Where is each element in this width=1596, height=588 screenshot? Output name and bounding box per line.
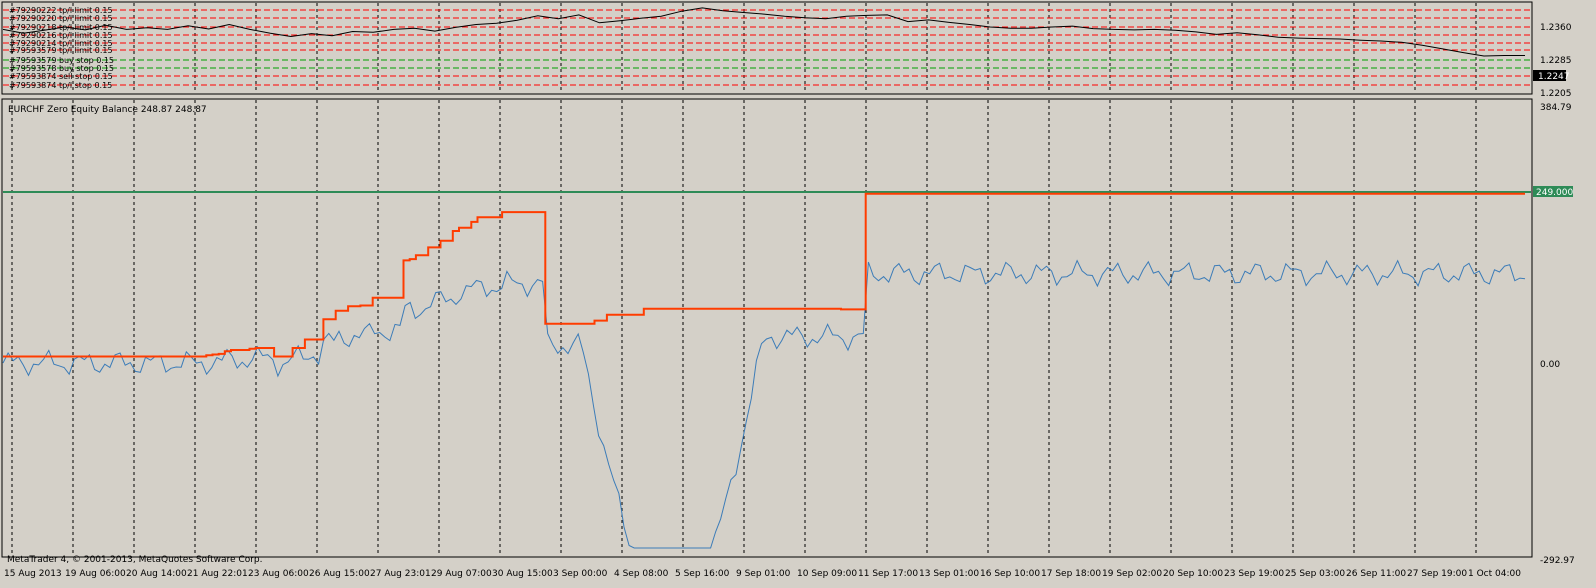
time-axis-label: 20 Sep 10:00 (1163, 569, 1223, 579)
order-labels: #79290222 tp/l limit 0.15#79290220 tp/l … (9, 6, 114, 90)
order-label: #79290218 tp/l limit 0.15 (9, 23, 113, 32)
time-axis-label: 26 Aug 15:00 (309, 569, 370, 579)
indicator-axis: 384.79 0.00 -292.97 249.000 (1533, 103, 1575, 566)
current-price-label: 1.2247 (1538, 72, 1570, 82)
time-axis-label: 20 Aug 14:00 (126, 569, 187, 579)
time-separators-bottom (11, 100, 1477, 556)
time-axis-label: 29 Aug 07:00 (431, 569, 492, 579)
order-label: #79593579 buy stop 0.15 (9, 56, 114, 65)
order-label: #79290220 tp/l limit 0.15 (9, 14, 113, 23)
time-axis-label: 15 Aug 2013 (4, 569, 62, 579)
time-axis-label: 19 Aug 06:00 (65, 569, 126, 579)
price-axis-tick: 1.2285 (1540, 56, 1572, 66)
time-axis-label: 26 Sep 11:00 (1346, 569, 1406, 579)
order-label: #79593579 tp/l limit 0.15 (9, 46, 113, 55)
price-axis-tick: 1.2360 (1540, 23, 1572, 33)
time-axis-label: 10 Sep 09:00 (797, 569, 857, 579)
order-label: #79290216 tp/l limit 0.15 (9, 31, 113, 40)
indicator-panel-frame (1, 98, 1533, 558)
copyright-text: MetaTrader 4, © 2001-2013, MetaQuotes So… (7, 555, 263, 565)
time-axis-label: 30 Aug 15:00 (492, 569, 553, 579)
time-axis-label: 25 Sep 03:00 (1285, 569, 1345, 579)
equity-series-line (2, 259, 1526, 549)
time-axis-label: 21 Aug 22:01 (187, 569, 248, 579)
price-panel-frame (1, 1, 1533, 95)
time-axis-label: 23 Aug 06:00 (248, 569, 309, 579)
price-panel: #79290222 tp/l limit 0.15#79290220 tp/l … (1, 1, 1572, 99)
time-axis-label: 27 Sep 19:00 (1407, 569, 1467, 579)
time-axis-label: 5 Sep 16:00 (675, 569, 730, 579)
level-tag (1533, 186, 1573, 197)
time-axis: 15 Aug 2013 19 Aug 06:00 20 Aug 14:00 21 Au… (4, 569, 1521, 579)
order-label: #79593578 buy stop 0.15 (9, 64, 114, 73)
time-axis-label: 19 Sep 02:00 (1102, 569, 1162, 579)
current-price-tag (1533, 70, 1566, 81)
time-axis-label: 4 Sep 08:00 (614, 569, 669, 579)
time-axis-label: 11 Sep 17:00 (858, 569, 918, 579)
time-axis-label: 16 Sep 10:00 (980, 569, 1040, 579)
time-axis-label: 3 Sep 00:00 (553, 569, 608, 579)
indicator-axis-zero: 0.00 (1540, 360, 1560, 370)
order-lines (3, 9, 1531, 86)
order-label: #79593874 sell stop 0.15 (9, 72, 113, 81)
price-axis: 1.2360 1.2285 1.2205 1.2247 (1533, 23, 1572, 99)
order-label: #79290222 tp/l limit 0.15 (9, 6, 113, 15)
time-axis-label: 17 Sep 18:00 (1041, 569, 1101, 579)
time-axis-label: 9 Sep 01:00 (736, 569, 791, 579)
time-axis-label: 13 Sep 01:00 (919, 569, 979, 579)
balance-series-line (3, 192, 1525, 358)
time-axis-label: 23 Sep 19:00 (1224, 569, 1284, 579)
price-line (2, 7, 1525, 57)
indicator-panel: EURCHF Zero Equity Balance 248.87 248.87… (1, 98, 1575, 566)
time-axis-label: 1 Oct 04:00 (1468, 569, 1521, 579)
time-axis-label: 27 Aug 23:01 (370, 569, 431, 579)
indicator-axis-max: 384.79 (1540, 103, 1572, 113)
level-tag-label: 249.000 (1536, 188, 1573, 198)
price-axis-tick: 1.2205 (1540, 89, 1572, 99)
indicator-axis-min: -292.97 (1540, 556, 1575, 566)
time-separators-top (11, 3, 1477, 93)
order-label: #79290214 tp/l limit 0.15 (9, 39, 113, 48)
order-label: #79593874 tp/l stop 0.15 (9, 81, 112, 90)
indicator-title: EURCHF Zero Equity Balance 248.87 248.87 (8, 105, 207, 115)
